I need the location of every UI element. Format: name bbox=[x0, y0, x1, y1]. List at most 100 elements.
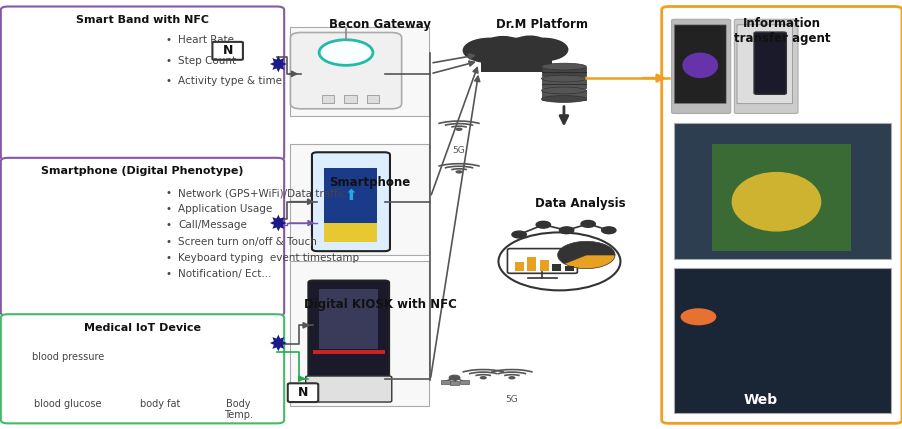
Bar bbox=[321, 95, 334, 103]
Circle shape bbox=[318, 40, 373, 65]
Bar bbox=[674, 268, 890, 413]
Text: ✸: ✸ bbox=[267, 335, 286, 354]
Bar bbox=[290, 261, 429, 406]
Bar bbox=[344, 95, 356, 103]
FancyBboxPatch shape bbox=[1, 158, 284, 316]
Text: Activity type & time: Activity type & time bbox=[179, 76, 282, 86]
Text: Notification/ Ect...: Notification/ Ect... bbox=[179, 269, 272, 279]
Text: N: N bbox=[298, 386, 308, 399]
Bar bbox=[318, 289, 378, 349]
Bar bbox=[459, 380, 468, 384]
Bar bbox=[541, 79, 585, 88]
Text: body fat: body fat bbox=[140, 399, 180, 409]
Bar bbox=[711, 144, 850, 251]
Text: ✸: ✸ bbox=[267, 215, 286, 235]
Bar bbox=[290, 27, 429, 116]
Text: Becon Gateway: Becon Gateway bbox=[328, 18, 430, 30]
Bar bbox=[539, 260, 548, 271]
FancyBboxPatch shape bbox=[306, 376, 391, 402]
Text: Web: Web bbox=[742, 393, 777, 407]
Text: 5G: 5G bbox=[505, 395, 518, 404]
Circle shape bbox=[479, 376, 486, 379]
Text: N: N bbox=[222, 44, 233, 57]
Bar bbox=[480, 54, 552, 72]
Text: •: • bbox=[165, 56, 171, 66]
Ellipse shape bbox=[541, 87, 585, 94]
Circle shape bbox=[511, 36, 548, 52]
FancyBboxPatch shape bbox=[753, 32, 786, 94]
Text: Keyboard typing  event timestamp: Keyboard typing event timestamp bbox=[179, 253, 359, 263]
Text: •: • bbox=[165, 269, 171, 279]
FancyBboxPatch shape bbox=[1, 6, 284, 160]
Circle shape bbox=[480, 38, 552, 72]
Text: •: • bbox=[165, 237, 171, 247]
Circle shape bbox=[536, 221, 550, 228]
Text: Step Count: Step Count bbox=[179, 56, 236, 66]
Circle shape bbox=[680, 308, 715, 325]
Circle shape bbox=[462, 38, 516, 63]
Circle shape bbox=[483, 36, 522, 54]
Text: •: • bbox=[165, 76, 171, 86]
FancyBboxPatch shape bbox=[733, 19, 797, 114]
FancyBboxPatch shape bbox=[507, 248, 576, 273]
Text: Medical IoT Device: Medical IoT Device bbox=[84, 323, 201, 333]
FancyBboxPatch shape bbox=[671, 19, 730, 114]
Bar bbox=[565, 266, 573, 271]
Text: Smart Band with NFC: Smart Band with NFC bbox=[76, 15, 208, 25]
Wedge shape bbox=[564, 255, 614, 269]
Circle shape bbox=[518, 38, 567, 61]
Ellipse shape bbox=[541, 63, 585, 70]
Bar bbox=[290, 144, 429, 255]
Text: •: • bbox=[165, 253, 171, 263]
Ellipse shape bbox=[731, 172, 821, 232]
Bar bbox=[527, 257, 536, 271]
Text: •: • bbox=[165, 36, 171, 45]
FancyBboxPatch shape bbox=[736, 25, 792, 104]
Text: blood glucose: blood glucose bbox=[34, 399, 102, 409]
Circle shape bbox=[511, 231, 526, 238]
FancyBboxPatch shape bbox=[674, 25, 725, 104]
Bar bbox=[541, 91, 585, 100]
Text: •: • bbox=[165, 188, 171, 198]
Text: Application Usage: Application Usage bbox=[179, 204, 272, 214]
Bar bbox=[449, 381, 458, 385]
Text: Network (GPS+WiFi)/Data traffic: Network (GPS+WiFi)/Data traffic bbox=[179, 188, 346, 198]
Bar bbox=[541, 66, 585, 76]
Bar bbox=[323, 168, 377, 242]
Wedge shape bbox=[557, 242, 614, 264]
Text: Information
transfer agent: Information transfer agent bbox=[732, 17, 829, 45]
Circle shape bbox=[448, 375, 459, 380]
Text: •: • bbox=[165, 221, 171, 230]
Ellipse shape bbox=[541, 75, 585, 82]
FancyBboxPatch shape bbox=[661, 6, 901, 423]
Bar bbox=[323, 223, 377, 242]
Circle shape bbox=[580, 221, 594, 227]
FancyBboxPatch shape bbox=[290, 33, 401, 109]
Text: blood pressure: blood pressure bbox=[32, 352, 104, 362]
Text: Smartphone (Digital Phenotype): Smartphone (Digital Phenotype) bbox=[41, 166, 244, 176]
Bar bbox=[440, 380, 449, 384]
FancyBboxPatch shape bbox=[1, 314, 284, 423]
FancyBboxPatch shape bbox=[308, 281, 389, 379]
Text: ⬆: ⬆ bbox=[344, 188, 356, 203]
Text: Smartphone: Smartphone bbox=[328, 176, 410, 189]
Circle shape bbox=[601, 227, 615, 234]
Bar bbox=[312, 350, 384, 354]
Text: Screen turn on/off & Touch: Screen turn on/off & Touch bbox=[179, 237, 317, 247]
Circle shape bbox=[498, 233, 620, 290]
Text: 5G: 5G bbox=[452, 146, 465, 155]
FancyBboxPatch shape bbox=[288, 383, 318, 402]
FancyBboxPatch shape bbox=[311, 152, 390, 251]
Circle shape bbox=[508, 376, 515, 379]
Bar bbox=[552, 264, 561, 271]
Text: Call/Message: Call/Message bbox=[179, 221, 247, 230]
Text: Digital KIOSK with NFC: Digital KIOSK with NFC bbox=[303, 298, 456, 311]
Ellipse shape bbox=[541, 96, 585, 103]
Bar bbox=[674, 123, 890, 259]
Text: Body
Temp.: Body Temp. bbox=[224, 399, 253, 420]
Ellipse shape bbox=[682, 52, 717, 78]
Bar bbox=[366, 95, 379, 103]
Text: •: • bbox=[165, 204, 171, 214]
Bar bbox=[514, 262, 523, 271]
Circle shape bbox=[455, 127, 462, 131]
